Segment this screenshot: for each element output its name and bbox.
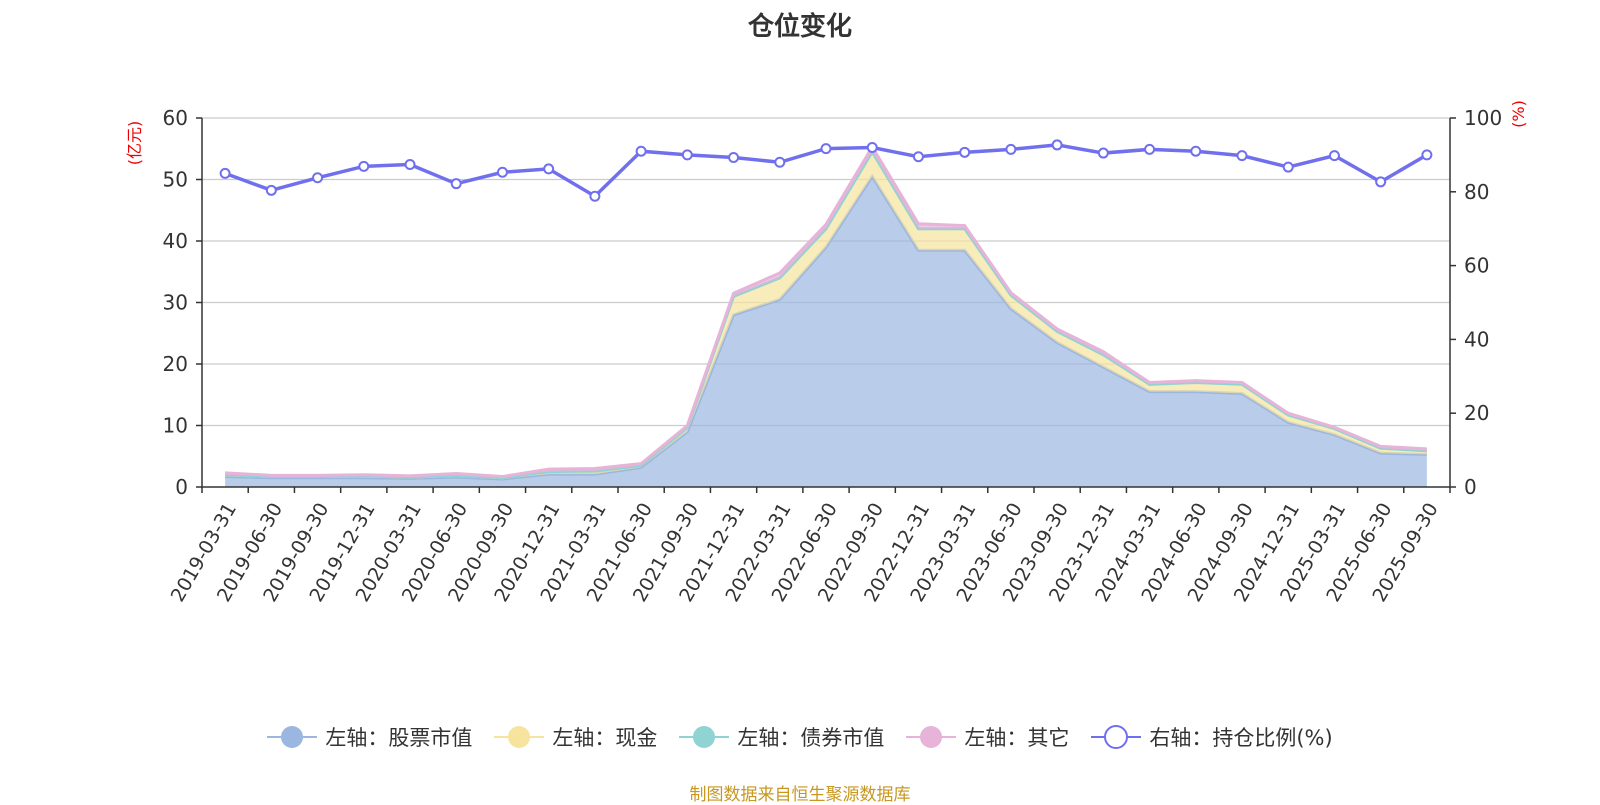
right-axis-tick-label: 0 <box>1464 475 1477 499</box>
left-axis-tick-label: 50 <box>163 168 188 192</box>
ratio-point <box>866 142 878 154</box>
ratio-point <box>1051 139 1063 151</box>
legend-item-bond[interactable]: 左轴：债券市值 <box>679 722 884 752</box>
ratio-point <box>635 145 647 157</box>
ratio-point <box>1421 149 1433 161</box>
ratio-point <box>1236 150 1248 162</box>
ratio-point <box>820 143 832 155</box>
legend-marker-icon <box>906 726 957 748</box>
legend-label: 左轴：债券市值 <box>737 726 885 750</box>
ratio-point <box>219 167 231 179</box>
right-axis-tick-label: 100 <box>1464 106 1502 130</box>
ratio-point <box>1144 143 1156 155</box>
ratio-point <box>1097 147 1109 159</box>
legend-label: 左轴：股票市值 <box>325 726 473 750</box>
left-axis-tick-label: 10 <box>163 414 188 438</box>
legend-item-ratio[interactable]: 右轴：持仓比例(%) <box>1091 722 1333 752</box>
legend-label: 左轴：现金 <box>552 726 658 750</box>
legend-marker-icon <box>267 726 318 748</box>
right-axis-tick-label: 40 <box>1464 327 1489 351</box>
ratio-point <box>496 166 508 178</box>
ratio-point <box>1190 145 1202 157</box>
ratio-line-layer <box>219 139 1433 202</box>
ratio-point <box>312 172 324 184</box>
left-axis-tick-label: 60 <box>163 106 188 130</box>
ratio-point <box>589 190 601 202</box>
source-note: 制图数据来自恒生聚源数据库 <box>689 785 911 805</box>
legend-marker-icon <box>1091 725 1142 749</box>
ratio-point <box>1328 150 1340 162</box>
left-axis-tick-label: 30 <box>163 291 188 315</box>
ratio-point <box>959 146 971 158</box>
ratio-point <box>681 149 693 161</box>
right-axis-tick-label: 20 <box>1464 401 1489 425</box>
stock-area <box>225 176 1427 488</box>
legend-marker-icon <box>679 726 730 748</box>
other-area-edge <box>225 143 1427 479</box>
legend-marker-icon <box>494 726 545 748</box>
ratio-point <box>265 184 277 196</box>
legend-label: 右轴：持仓比例(%) <box>1149 726 1333 750</box>
right-axis-tick-label: 80 <box>1464 180 1489 204</box>
ratio-point <box>450 178 462 190</box>
ratio-point <box>728 151 740 163</box>
left-axis-unit-label: (亿元) <box>125 121 144 166</box>
right-axis-tick-label: 60 <box>1464 254 1489 278</box>
ratio-point <box>358 160 370 172</box>
chart-title: 仓位变化 <box>747 12 852 42</box>
left-axis-tick-label: 40 <box>163 229 188 253</box>
ratio-point <box>1282 161 1294 173</box>
ratio-point <box>543 163 555 175</box>
ratio-point <box>1375 176 1387 188</box>
legend-item-stock[interactable]: 左轴：股票市值 <box>267 722 472 752</box>
ratio-point <box>404 158 416 170</box>
left-axis-tick-label: 20 <box>163 352 188 376</box>
ratio-point <box>774 156 786 168</box>
right-axis-unit-label: (%) <box>1509 100 1528 128</box>
ratio-point <box>912 151 924 163</box>
legend: 左轴：股票市值 左轴：现金 左轴：债券市值 左轴：其它 右轴：持仓比例(%) <box>0 722 1600 752</box>
left-axis-tick-label: 0 <box>175 475 188 499</box>
ratio-point <box>1005 143 1017 155</box>
legend-item-other[interactable]: 左轴：其它 <box>906 722 1069 752</box>
stacked-areas <box>225 143 1427 488</box>
legend-item-cash[interactable]: 左轴：现金 <box>494 722 657 752</box>
legend-label: 左轴：其它 <box>964 726 1070 750</box>
